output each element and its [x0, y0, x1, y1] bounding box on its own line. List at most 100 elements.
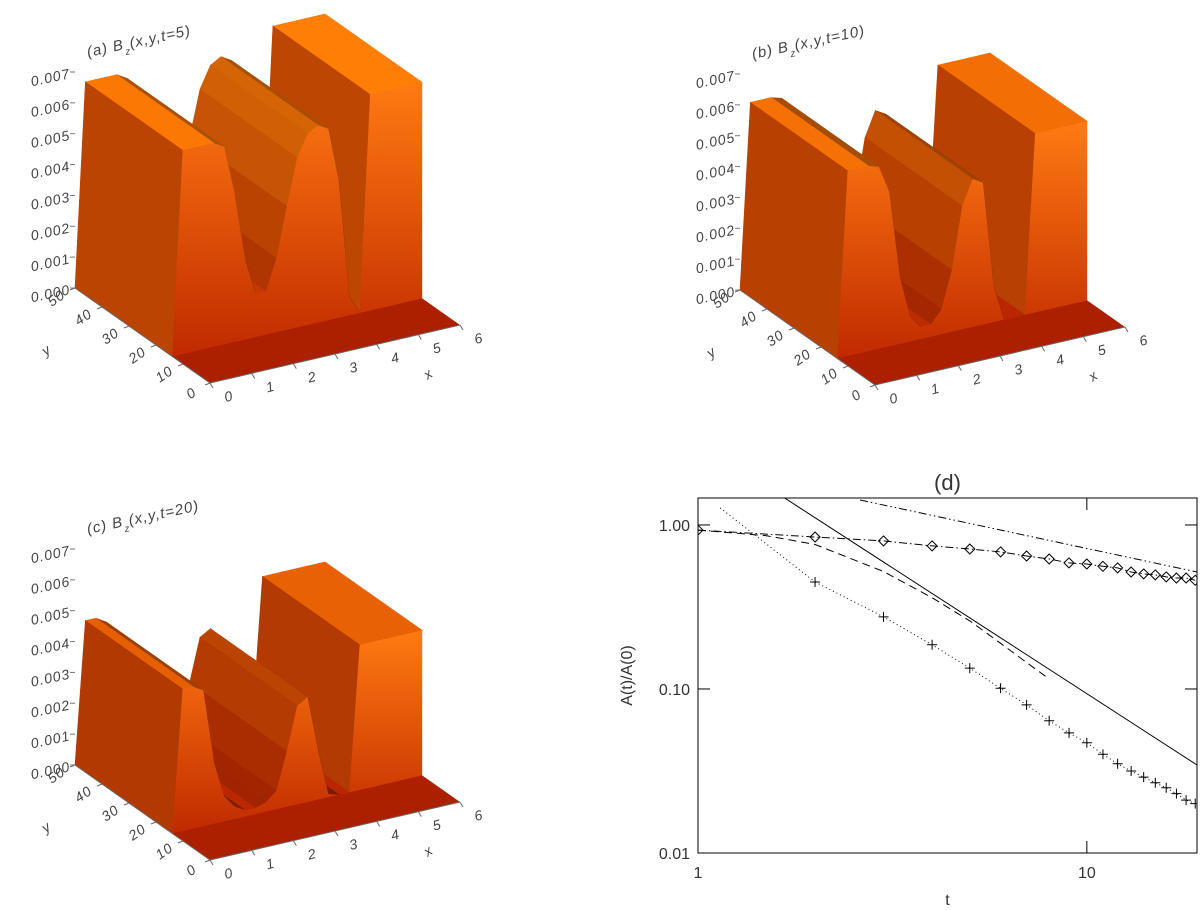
- x-tick: [874, 384, 879, 391]
- x-tick-label: 5: [431, 816, 444, 834]
- y-axis: [74, 764, 211, 861]
- diamond-marker: [1020, 550, 1033, 562]
- title-part: z: [123, 46, 132, 58]
- surface-front: [172, 630, 423, 834]
- x-tick-label: 6: [472, 806, 485, 824]
- diamond-marker: [1189, 574, 1197, 587]
- diamond-marker: [926, 540, 938, 552]
- z-tick-label: 0.001: [29, 727, 71, 751]
- x-tick: [1124, 326, 1129, 333]
- y-tick: [815, 346, 822, 350]
- plus-marker: [927, 639, 938, 650]
- x-tick-label: 0: [222, 387, 235, 405]
- y-tick-label: 30: [763, 326, 787, 349]
- diamond-marker: [1081, 558, 1093, 570]
- diamond-marker: [877, 535, 890, 547]
- x-tick-label: 2: [970, 370, 984, 388]
- y-tick-label: 40: [736, 307, 760, 330]
- z-tick-label: 0.001: [694, 252, 736, 276]
- x-tick: [251, 850, 256, 856]
- x-tick-label: 6: [472, 329, 485, 347]
- series-line: [859, 499, 1197, 573]
- x-tick-label: 3: [1012, 360, 1025, 378]
- series-line: [784, 498, 1197, 766]
- x-tick-label: 1: [929, 380, 942, 398]
- y-tick: [69, 287, 76, 291]
- title-part: (x,y,t=10): [793, 22, 867, 54]
- panel-title: (b) Bz(x,y,t=10): [750, 22, 867, 67]
- x-axis-label: x: [419, 365, 436, 383]
- series-line: [698, 529, 1196, 581]
- title-part: (c) B: [85, 514, 124, 538]
- x-tick: [251, 373, 256, 379]
- y-tick-label: 10: [152, 839, 176, 862]
- z-tick-label: 0.007: [29, 542, 72, 566]
- plus-marker: [1021, 699, 1032, 710]
- y-tick-label: 0.01: [659, 846, 690, 863]
- diamond-marker: [994, 546, 1007, 558]
- z-tick-label: 0.002: [694, 222, 736, 246]
- y-tick-label: 20: [125, 820, 149, 844]
- z-tick-label: 0.003: [29, 666, 71, 690]
- title-part: (a) B: [85, 36, 125, 60]
- plus-marker: [1044, 715, 1055, 726]
- y-tick: [96, 306, 103, 310]
- surface-strip: [74, 620, 183, 834]
- y-tick-label: 0: [183, 384, 199, 402]
- series-line: [814, 581, 1196, 805]
- x-tick-label: 2: [305, 845, 319, 863]
- x-tick-label: 3: [347, 358, 360, 376]
- title-part: z: [788, 48, 797, 60]
- x-tick: [1082, 336, 1087, 342]
- surface-front: [837, 121, 1088, 359]
- y-axis: [739, 289, 876, 386]
- panel-title: (a) Bz(x,y,t=5): [85, 22, 193, 65]
- z-tick-label: 0.004: [694, 160, 736, 184]
- x-tick-label: 4: [389, 349, 402, 367]
- x-tick: [376, 344, 381, 350]
- diamond-marker: [1111, 562, 1124, 574]
- x-tick-label: 1: [264, 378, 277, 396]
- y-tick: [788, 327, 795, 331]
- y-tick-label: 0: [183, 861, 199, 879]
- y-tick: [177, 363, 184, 367]
- y-tick: [150, 821, 157, 825]
- series-line: [698, 529, 1050, 680]
- z-tick-label: 0.003: [29, 189, 71, 213]
- plus-marker: [1064, 727, 1075, 738]
- title-part: (x,y,t=5): [128, 22, 193, 52]
- surface-front: [172, 82, 423, 357]
- diamond-marker: [1170, 572, 1183, 584]
- y-tick-label: 10: [817, 364, 841, 387]
- x-tick-label: 6: [1137, 331, 1150, 349]
- y-tick: [734, 289, 741, 293]
- y-tick: [123, 325, 130, 329]
- y-tick: [150, 344, 157, 348]
- y-tick-label: 0: [848, 386, 864, 404]
- diamond-marker: [1180, 572, 1192, 584]
- plus-marker: [1190, 798, 1197, 809]
- y-axis-label: y: [37, 341, 54, 359]
- x-tick-label: 5: [431, 339, 444, 357]
- title-part: (x,y,t=20): [127, 497, 201, 529]
- plus-marker: [964, 663, 975, 674]
- plot-frame: [697, 497, 1198, 854]
- x-tick-label: 1: [694, 865, 703, 882]
- y-tick: [869, 384, 876, 388]
- x-tick-label: 3: [347, 835, 360, 853]
- x-tick-label: 0: [887, 389, 900, 407]
- panel-title: (c) Bz(x,y,t=20): [85, 497, 201, 542]
- x-tick: [292, 840, 297, 846]
- y-tick: [204, 859, 211, 863]
- x-axis-label: x: [419, 842, 436, 860]
- surface-plot: 0.0000.0010.0020.0030.0040.0050.0060.007…: [694, 22, 1150, 407]
- x-tick: [376, 821, 381, 827]
- y-tick-label: 0.10: [659, 682, 690, 699]
- x-tick: [417, 811, 422, 817]
- z-tick-label: 0.004: [29, 635, 71, 659]
- z-tick-label: 0.003: [694, 191, 736, 215]
- x-tick-label: 5: [1096, 341, 1109, 359]
- x-tick-label: 4: [389, 826, 402, 844]
- y-tick-label: 40: [71, 305, 95, 328]
